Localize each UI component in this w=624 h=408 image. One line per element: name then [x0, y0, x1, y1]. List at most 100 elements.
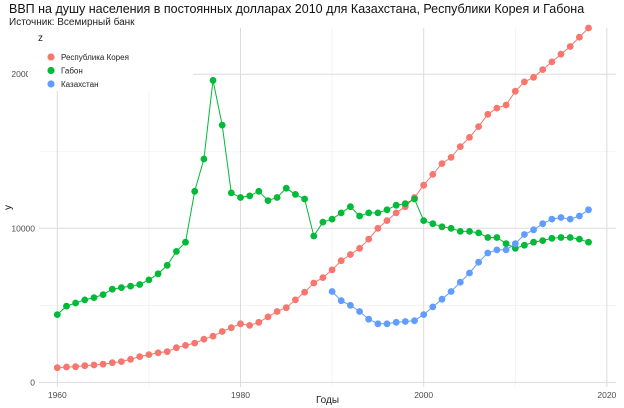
- data-point: [72, 363, 79, 371]
- data-point: [456, 143, 464, 151]
- data-point: [539, 220, 547, 228]
- data-point: [81, 362, 89, 370]
- chart-subtitle: Источник: Всемирный банк: [9, 17, 135, 28]
- data-point: [273, 308, 281, 315]
- data-point: [521, 241, 528, 249]
- data-point: [53, 364, 61, 372]
- data-point: [484, 249, 492, 257]
- data-point: [466, 134, 473, 141]
- data-point: [108, 285, 116, 293]
- data-point: [484, 110, 492, 118]
- data-point: [521, 231, 528, 238]
- data-point: [411, 195, 418, 203]
- data-point: [264, 197, 272, 205]
- series-line-2: [331, 209, 589, 325]
- data-point: [456, 228, 464, 235]
- data-point: [182, 342, 189, 349]
- data-point: [548, 215, 556, 223]
- data-point: [557, 50, 565, 58]
- data-point: [337, 297, 345, 305]
- data-point: [282, 304, 290, 312]
- data-point: [328, 266, 336, 274]
- data-point: [466, 269, 473, 277]
- data-point: [539, 237, 547, 245]
- data-point: [493, 246, 501, 254]
- data-point: [218, 121, 226, 129]
- data-point: [548, 234, 556, 242]
- data-point: [420, 311, 428, 318]
- data-point: [319, 274, 327, 281]
- data-point: [356, 308, 363, 315]
- data-point: [475, 258, 482, 266]
- data-point: [154, 270, 162, 278]
- data-point: [90, 294, 98, 301]
- legend: z Республика Корея Габон Казахстан: [28, 29, 193, 91]
- data-point: [209, 332, 217, 340]
- data-point: [365, 209, 373, 217]
- data-point: [136, 353, 144, 360]
- data-point: [310, 232, 318, 240]
- legend-label: Казахстан: [61, 80, 99, 89]
- data-point: [337, 209, 345, 217]
- data-point: [420, 181, 428, 189]
- data-point: [191, 339, 199, 347]
- data-point: [273, 194, 281, 201]
- data-point: [493, 234, 501, 241]
- data-point: [585, 24, 592, 32]
- data-point: [264, 313, 272, 321]
- data-point: [191, 187, 199, 195]
- data-point: [411, 317, 418, 325]
- data-point: [374, 224, 382, 232]
- data-point: [356, 244, 363, 252]
- data-point: [237, 320, 244, 328]
- data-point: [200, 335, 208, 343]
- data-point: [173, 344, 180, 352]
- data-point: [521, 78, 528, 86]
- data-point: [53, 311, 61, 318]
- data-point: [319, 218, 327, 226]
- data-point: [576, 235, 583, 243]
- data-point: [401, 318, 409, 325]
- data-point: [118, 284, 125, 291]
- y-axis-title: y: [3, 205, 14, 210]
- data-point: [392, 201, 400, 209]
- data-point: [466, 228, 473, 235]
- data-point: [539, 66, 547, 73]
- data-point: [246, 192, 254, 200]
- data-point: [145, 351, 153, 358]
- legend-key: [47, 66, 55, 75]
- data-point: [328, 288, 336, 295]
- data-point: [475, 123, 482, 130]
- data-point: [347, 251, 354, 258]
- legend-items: Республика Корея Габон Казахстан: [47, 53, 129, 89]
- legend-label: Республика Корея: [61, 53, 129, 62]
- data-point: [447, 154, 455, 161]
- data-point: [511, 240, 519, 248]
- data-point: [585, 206, 592, 214]
- data-point: [347, 203, 354, 211]
- data-point: [136, 281, 144, 288]
- data-point: [118, 358, 125, 365]
- data-point: [383, 206, 391, 214]
- data-point: [72, 299, 79, 307]
- data-point: [63, 363, 70, 371]
- data-point: [255, 318, 263, 326]
- data-point: [566, 215, 574, 223]
- data-point: [237, 194, 244, 201]
- x-axis-title: Годы: [316, 395, 339, 406]
- legend-key: [47, 53, 55, 61]
- y-tick-label: 0: [30, 377, 35, 387]
- data-point: [356, 212, 363, 220]
- data-point: [392, 209, 400, 217]
- data-point: [218, 328, 226, 335]
- data-point: [429, 220, 437, 228]
- data-point: [154, 349, 162, 357]
- data-point: [374, 320, 382, 328]
- x-tick-label: 2020: [597, 390, 616, 400]
- data-point: [557, 234, 565, 241]
- data-point: [438, 160, 446, 168]
- data-point: [429, 303, 437, 311]
- data-point: [310, 279, 318, 287]
- data-point: [163, 348, 171, 355]
